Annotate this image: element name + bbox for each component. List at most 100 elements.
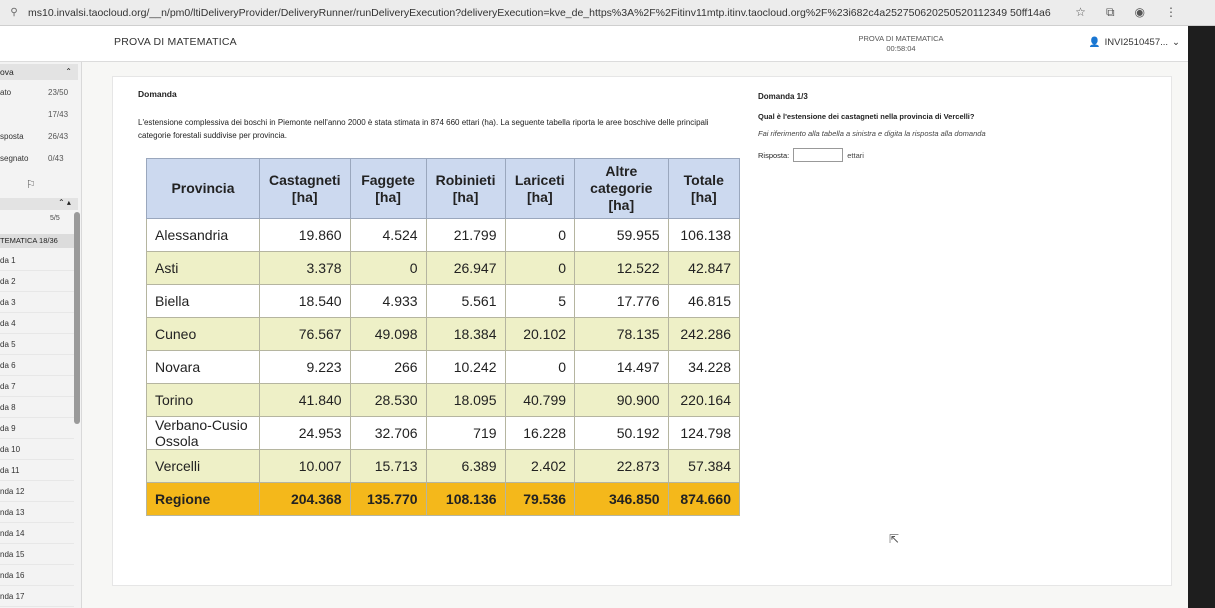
table-row: Biella 18.540 4.933 5.561 5 17.776 46.815 xyxy=(146,284,741,318)
nav-question-item[interactable]: da 7 xyxy=(0,376,74,397)
table-header-cell: Robinieti [ha] xyxy=(425,158,506,219)
province-cell: Verbano-Cusio Ossola xyxy=(146,416,260,450)
value-cell: 242.286 xyxy=(667,317,741,351)
value-cell: 50.192 xyxy=(574,416,669,450)
value-cell: 22.873 xyxy=(574,449,669,483)
table-row: Novara 9.223 266 10.242 0 14.497 34.228 xyxy=(146,350,741,384)
value-cell: 46.815 xyxy=(667,284,741,318)
user-id: INVI2510457... xyxy=(1104,37,1169,48)
value-cell: 28.530 xyxy=(349,383,427,417)
test-title: PROVA DI MATEMATICA xyxy=(114,36,237,48)
table-header-row: Provincia Castagneti [ha] Faggete [ha] Robi… xyxy=(146,158,741,219)
profile-icon[interactable]: ◉ xyxy=(1134,5,1145,19)
value-cell: 76.567 xyxy=(258,317,351,351)
nav-question-item[interactable]: da 3 xyxy=(0,292,74,313)
table-header-cell: Altre categorie [ha] xyxy=(574,158,669,219)
nav-question-item[interactable]: da 9 xyxy=(0,418,74,439)
question-title: Domanda xyxy=(138,89,177,99)
nav-question-item[interactable]: da 5 xyxy=(0,334,74,355)
nav-question-item[interactable]: da 8 xyxy=(0,397,74,418)
left-navigation: ova ⌃ ato 23/50 17/43 sposta 26/43 segnato… xyxy=(0,62,82,608)
value-cell: 20.102 xyxy=(504,317,576,351)
value-cell: 12.522 xyxy=(574,251,669,285)
site-info-icon[interactable]: ⚲ xyxy=(10,7,18,18)
nav-question-item[interactable]: da 2 xyxy=(0,271,74,292)
nav-stat-row: ato 23/50 xyxy=(0,88,69,97)
nav-stat-row: segnato 0/43 xyxy=(0,154,64,163)
nav-question-item[interactable]: nda 13 xyxy=(0,502,74,523)
url-text[interactable]: ms10.invalsi.taocloud.org/__n/pm0/ltiDel… xyxy=(28,6,1051,19)
nav-scrollbar[interactable] xyxy=(74,212,80,424)
value-cell: 49.098 xyxy=(349,317,427,351)
value-cell: 5.561 xyxy=(425,284,506,318)
nav-question-item[interactable]: da 1 xyxy=(0,250,74,271)
value-cell: 57.384 xyxy=(667,449,741,483)
nav-question-item[interactable]: nda 15 xyxy=(0,544,74,565)
table-total-row: Regione 204.368 135.770 108.136 79.536 346.85… xyxy=(146,482,741,516)
value-cell: 18.540 xyxy=(258,284,351,318)
nav-section-title[interactable]: TEMATICA 18/36 xyxy=(0,234,74,248)
total-label-cell: Regione xyxy=(146,482,260,516)
nav-question-item[interactable]: nda 16 xyxy=(0,565,74,586)
value-cell: 2.402 xyxy=(504,449,576,483)
table-header-cell: Totale [ha] xyxy=(667,158,741,219)
nav-question-item[interactable]: da 4 xyxy=(0,313,74,334)
chevron-up-icon[interactable]: ⌃ xyxy=(65,67,72,76)
menu-icon[interactable]: ⋮ xyxy=(1165,5,1177,19)
value-cell: 59.955 xyxy=(574,218,669,252)
value-cell: 21.799 xyxy=(425,218,506,252)
province-cell: Vercelli xyxy=(146,449,260,483)
value-cell: 90.900 xyxy=(574,383,669,417)
nav-progress: 5/5 xyxy=(50,215,60,222)
user-menu[interactable]: 👤 INVI2510457... ⌄ xyxy=(1089,37,1180,48)
value-cell: 18.384 xyxy=(425,317,506,351)
nav-stat-row: sposta 26/43 xyxy=(0,132,69,141)
value-cell: 34.228 xyxy=(667,350,741,384)
nav-question-item[interactable]: nda 14 xyxy=(0,523,74,544)
chevron-up-icon[interactable]: ⌃ ▴ xyxy=(58,198,71,207)
nav-question-item[interactable]: da 11 xyxy=(0,460,74,481)
value-cell: 18.095 xyxy=(425,383,506,417)
value-cell: 32.706 xyxy=(349,416,427,450)
browser-address-bar[interactable]: ⚲ ms10.invalsi.taocloud.org/__n/pm0/ltiD… xyxy=(0,0,1215,26)
total-value-cell: 135.770 xyxy=(349,482,427,516)
star-icon[interactable]: ☆ xyxy=(1075,5,1086,19)
table-row: Verbano-Cusio Ossola 24.953 32.706 719 16.22… xyxy=(146,416,741,450)
value-cell: 10.242 xyxy=(425,350,506,384)
total-value-cell: 79.536 xyxy=(504,482,576,516)
value-cell: 17.776 xyxy=(574,284,669,318)
nav-question-item[interactable]: da 6 xyxy=(0,355,74,376)
value-cell: 9.223 xyxy=(258,350,351,384)
nav-header[interactable]: ova ⌃ xyxy=(0,64,78,80)
question-hint: Fai riferimento alla tabella a sinistra … xyxy=(758,129,986,138)
table-row: Cuneo 76.567 49.098 18.384 20.102 78.135 242.2… xyxy=(146,317,741,351)
value-cell: 4.524 xyxy=(349,218,427,252)
table-row: Vercelli 10.007 15.713 6.389 2.402 22.873 57.3… xyxy=(146,449,741,483)
answer-input[interactable] xyxy=(793,148,844,162)
value-cell: 41.840 xyxy=(258,383,351,417)
extension-icon[interactable]: ⧉ xyxy=(1105,5,1115,19)
app-header: PROVA DI MATEMATICA PROVA DI MATEMATICA … xyxy=(0,26,1188,62)
nav-section-toggle[interactable]: ⌃ ▴ xyxy=(0,198,78,210)
nav-question-item[interactable]: nda 17 xyxy=(0,586,74,607)
nav-question-item[interactable]: nda 12 xyxy=(0,481,74,502)
table-row: Asti 3.378 0 26.947 0 12.522 42.847 xyxy=(146,251,741,285)
table-header-cell: Faggete [ha] xyxy=(349,158,427,219)
timer-value: 00:58:04 xyxy=(886,44,916,53)
value-cell: 16.228 xyxy=(504,416,576,450)
value-cell: 19.860 xyxy=(258,218,351,252)
value-cell: 26.947 xyxy=(425,251,506,285)
value-cell: 266 xyxy=(349,350,427,384)
province-cell: Biella xyxy=(146,284,260,318)
nav-question-item[interactable]: da 10 xyxy=(0,439,74,460)
value-cell: 0 xyxy=(504,251,576,285)
value-cell: 6.389 xyxy=(425,449,506,483)
province-cell: Novara xyxy=(146,350,260,384)
value-cell: 78.135 xyxy=(574,317,669,351)
question-text: L'estensione complessiva dei boschi in P… xyxy=(138,118,709,140)
user-icon: 👤 xyxy=(1088,37,1101,48)
table-header-cell: Lariceti [ha] xyxy=(504,158,576,219)
chevron-down-icon: ⌄ xyxy=(1172,37,1180,48)
total-value-cell: 346.850 xyxy=(574,482,669,516)
flag-icon[interactable]: ⚐ xyxy=(26,179,36,191)
